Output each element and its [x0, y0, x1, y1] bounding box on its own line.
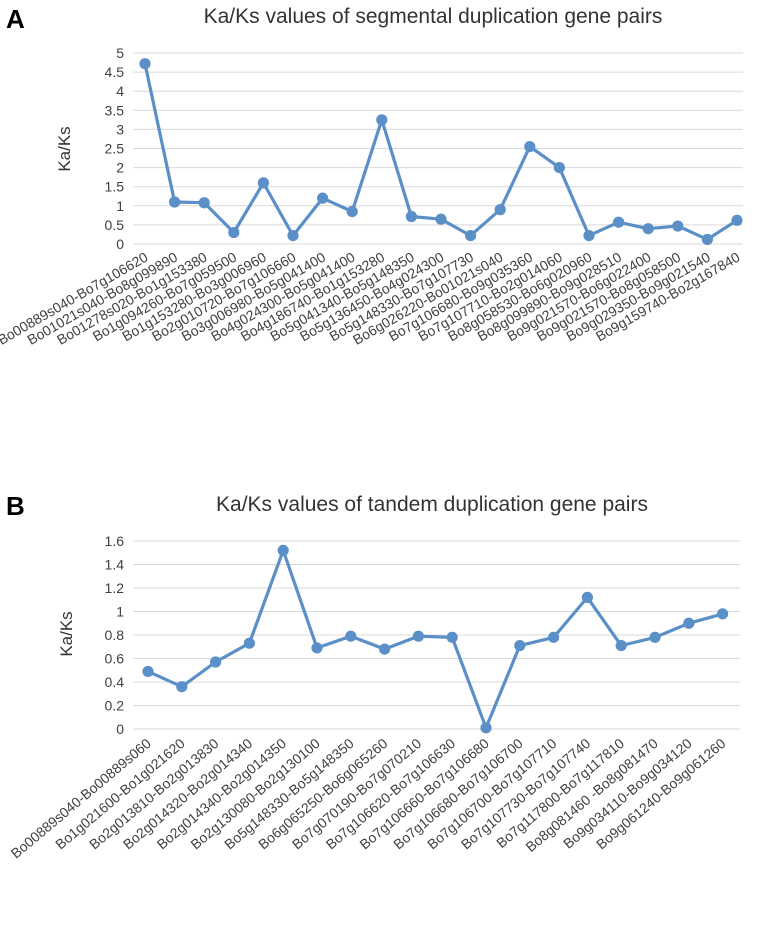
chart-title-b: Ka/Ks values of tandem duplication gene …	[216, 493, 648, 516]
y-ticks-a: 0 0.5 1 1.5 2 2.5 3 3.5 4 4.5 5	[105, 45, 125, 252]
data-point-a-2	[198, 197, 210, 209]
y-tick-label-a-0: 0	[116, 236, 124, 252]
y-axis-title-a: Ka/Ks	[55, 126, 74, 171]
data-point-a-10	[435, 213, 447, 225]
y-tick-label-a-9: 4.5	[105, 64, 125, 80]
data-point-b-1	[176, 681, 188, 693]
y-tick-label-b-8: 1.6	[105, 533, 125, 549]
data-point-b-5	[311, 642, 323, 654]
data-point-a-6	[317, 192, 329, 204]
data-point-a-1	[169, 196, 181, 208]
y-tick-label-a-6: 3	[116, 121, 124, 137]
data-point-b-17	[717, 608, 729, 620]
data-point-b-11	[514, 639, 526, 652]
data-point-a-3	[228, 226, 240, 239]
data-point-a-9	[405, 210, 417, 223]
data-point-b-14	[615, 639, 627, 652]
y-tick-label-a-10: 5	[116, 45, 124, 61]
chart-panel-b: B Ka/Ks values of tandem duplication gen…	[6, 491, 740, 861]
data-point-b-6	[345, 630, 357, 642]
y-tick-label-b-3: 0.6	[105, 651, 125, 667]
data-point-a-4	[257, 177, 269, 189]
y-tick-label-b-7: 1.4	[105, 557, 125, 573]
y-tick-label-a-5: 2.5	[105, 141, 125, 157]
y-tick-label-b-6: 1.2	[105, 580, 125, 596]
data-point-a-14	[553, 162, 566, 174]
panel-letter-a: A	[6, 4, 25, 34]
data-point-a-12	[494, 204, 506, 216]
data-point-b-16	[683, 617, 695, 629]
data-point-b-4	[277, 544, 289, 557]
data-point-a-18	[672, 220, 684, 232]
data-point-a-19	[701, 233, 714, 246]
y-tick-label-a-7: 3.5	[105, 102, 125, 118]
data-point-b-10	[480, 722, 492, 734]
data-point-a-8	[376, 114, 388, 126]
data-point-a-11	[465, 229, 477, 242]
series-line-a	[143, 63, 738, 241]
data-point-b-9	[446, 631, 458, 643]
y-tick-label-a-4: 2	[116, 160, 124, 176]
data-point-a-7	[346, 205, 358, 218]
panel-letter-b: B	[6, 491, 25, 521]
data-point-b-13	[581, 591, 594, 604]
y-tick-label-b-0: 0	[116, 721, 124, 737]
y-tick-label-a-1: 0.5	[105, 217, 125, 233]
data-point-b-8	[412, 630, 424, 642]
data-point-a-16	[613, 216, 625, 228]
y-axis-title-b: Ka/Ks	[57, 611, 76, 656]
y-tick-label-a-2: 1	[116, 198, 124, 214]
data-point-a-5	[287, 229, 299, 242]
data-point-b-7	[379, 643, 391, 655]
chart-panel-a: A Ka/Ks values of segmental duplication …	[0, 4, 743, 348]
x-categories-b: Bo00889s040-Bo00889s060Bo1g021600-Bo1g02…	[8, 735, 729, 861]
grid-a	[133, 52, 743, 245]
y-tick-label-a-8: 4	[116, 83, 124, 99]
data-point-a-15	[583, 229, 595, 242]
y-tick-label-b-1: 0.2	[105, 698, 125, 714]
data-point-b-15	[649, 631, 661, 643]
grid-b	[133, 540, 740, 730]
data-point-b-0	[142, 665, 154, 678]
y-ticks-b: 0 0.2 0.4 0.6 0.8 1 1.2 1.4 1.6	[105, 533, 125, 737]
data-point-a-20	[731, 214, 743, 226]
y-tick-label-a-3: 1.5	[105, 179, 125, 195]
data-point-b-12	[548, 631, 560, 643]
series-line-b	[147, 548, 724, 730]
data-point-b-3	[243, 637, 255, 649]
y-tick-label-b-4: 0.8	[105, 627, 125, 643]
data-point-b-2	[210, 656, 222, 668]
series-a	[139, 58, 743, 246]
chart-title-a: Ka/Ks values of segmental duplication ge…	[204, 5, 663, 28]
y-tick-label-b-2: 0.4	[105, 674, 125, 690]
x-categories-a: Bo00889s040-Bo7g106620Bo01021s040-Bo8g09…	[0, 249, 743, 348]
data-point-a-17	[642, 223, 654, 235]
series-b	[142, 544, 729, 734]
data-point-a-0	[139, 58, 151, 70]
y-tick-label-b-5: 1	[116, 604, 124, 620]
data-point-a-13	[524, 140, 536, 153]
